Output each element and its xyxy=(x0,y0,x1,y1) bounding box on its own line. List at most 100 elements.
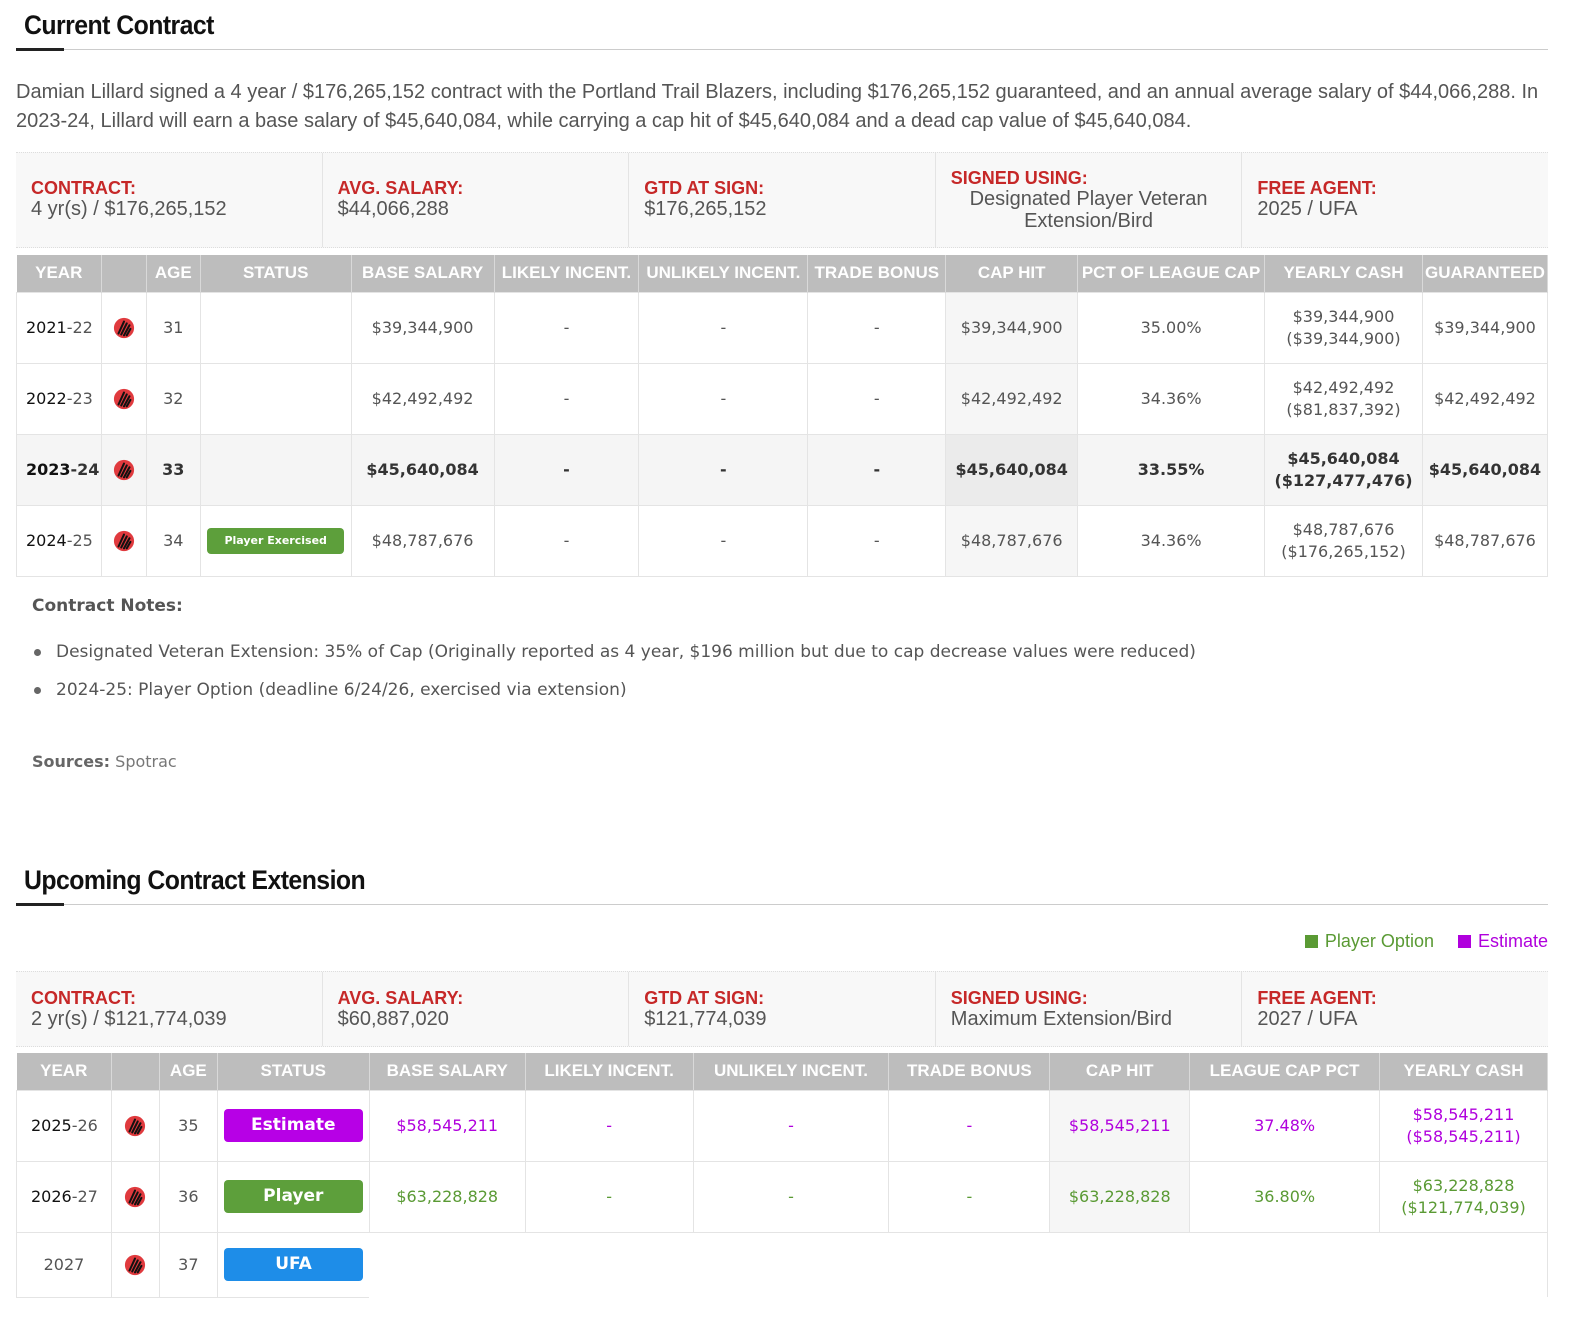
table-row-estimate: 2025-26 35 Estimate $58,545,211 - - - $5… xyxy=(16,1089,1548,1162)
summary-free-agent: FREE AGENT: 2027 / UFA xyxy=(1242,972,1548,1046)
col-header[interactable]: CAP HIT xyxy=(945,255,1079,292)
col-header[interactable]: YEARLY CASH xyxy=(1379,1053,1548,1090)
contract-description: Damian Lillard signed a 4 year / $176,26… xyxy=(16,81,1539,132)
section-title: Upcoming Contract Extension xyxy=(24,865,366,895)
trail-blazers-logo-icon[interactable] xyxy=(113,530,135,552)
yearly-cash-cell: $48,787,676 ($176,265,152) xyxy=(1264,504,1423,577)
col-header[interactable]: UNLIKELY INCENT. xyxy=(693,1053,890,1090)
team-logo-cell xyxy=(110,1231,160,1298)
legend-swatch-icon xyxy=(1457,935,1471,948)
cumulative-cash: ($58,545,211) xyxy=(1406,1126,1521,1146)
title-underline xyxy=(16,903,64,906)
summary-gtd: GTD AT SIGN: $121,774,039 xyxy=(629,972,936,1046)
col-header[interactable]: LEAGUE CAP PCT xyxy=(1189,1053,1381,1090)
col-header[interactable]: GUARANTEED xyxy=(1422,255,1549,292)
cap-hit-cell: $42,492,492 xyxy=(945,362,1079,435)
age-cell: 32 xyxy=(145,362,201,435)
pct-cap-cell: 34.36% xyxy=(1077,362,1266,435)
note-item: 2024-25: Player Option (deadline 6/24/26… xyxy=(32,680,1432,700)
col-header[interactable]: AGE xyxy=(146,255,201,292)
table-header-row: YEAR AGE STATUS BASE SALARY LIKELY INCEN… xyxy=(16,1053,1548,1090)
yearly-cash: $42,492,492 xyxy=(1292,377,1395,397)
yearly-cash-cell: $42,492,492 ($81,837,392) xyxy=(1264,362,1423,435)
age-cell: 34 xyxy=(145,504,201,577)
section-title: Current Contract xyxy=(24,10,214,40)
col-header[interactable]: STATUS xyxy=(200,255,352,292)
player-option-badge: Player xyxy=(223,1180,363,1213)
year-start: 2023 xyxy=(26,459,71,479)
age-cell: 36 xyxy=(158,1160,218,1233)
status-cell: UFA xyxy=(216,1231,370,1298)
notes-list: Designated Veteran Extension: 35% of Cap… xyxy=(32,642,1432,718)
legend-estimate: Estimate xyxy=(1457,931,1548,952)
yearly-cash: $48,787,676 xyxy=(1292,519,1395,539)
trail-blazers-logo-icon[interactable] xyxy=(124,1115,146,1137)
guaranteed-cell: $45,640,084 xyxy=(1421,433,1549,506)
year-end: -24 xyxy=(70,459,100,479)
empty-row-fill xyxy=(369,1232,1549,1298)
year-cell: 2027 xyxy=(16,1231,112,1298)
table-header-row: YEAR AGE STATUS BASE SALARY LIKELY INCEN… xyxy=(16,255,1549,292)
trail-blazers-logo-icon[interactable] xyxy=(113,317,135,339)
pct-cap-cell: 33.55% xyxy=(1077,433,1266,506)
table-row-player-option: 2026-27 36 Player $63,228,828 - - - $63,… xyxy=(16,1160,1548,1233)
base-salary-cell: $39,344,900 xyxy=(350,291,495,364)
col-header[interactable]: PCT OF LEAGUE CAP xyxy=(1077,255,1266,292)
table-row: 2024-25 34 Player Exercised $48,787,676 … xyxy=(16,504,1549,577)
trade-bonus-cell: - xyxy=(807,362,947,435)
yearly-cash-cell: $45,640,084 ($127,477,476) xyxy=(1264,433,1423,506)
age-cell: 33 xyxy=(145,433,201,506)
trail-blazers-logo-icon[interactable] xyxy=(124,1254,146,1276)
trail-blazers-logo-icon[interactable] xyxy=(124,1186,146,1208)
table-row-free-agent: 2027 37 UFA xyxy=(16,1231,1549,1298)
summary-label: FREE AGENT: xyxy=(1257,178,1377,198)
trade-bonus-cell: - xyxy=(807,504,947,577)
col-header[interactable]: TRADE BONUS xyxy=(807,255,947,292)
col-header[interactable]: BASE SALARY xyxy=(351,255,495,292)
age-cell: 37 xyxy=(158,1231,218,1298)
summary-label: FREE AGENT: xyxy=(1257,988,1377,1008)
summary-signed-using: SIGNED USING: Designated Player Veteran … xyxy=(936,153,1243,247)
cap-hit-cell: $63,228,828 xyxy=(1049,1160,1191,1233)
col-header[interactable]: LIKELY INCENT. xyxy=(525,1053,694,1090)
col-header[interactable]: YEAR xyxy=(16,1053,112,1090)
base-salary-cell: $63,228,828 xyxy=(368,1160,526,1233)
yearly-cash-cell: $63,228,828 ($121,774,039) xyxy=(1379,1160,1548,1233)
col-header[interactable]: STATUS xyxy=(217,1053,370,1090)
unlikely-incent-cell: - xyxy=(638,362,809,435)
col-header[interactable]: AGE xyxy=(159,1053,218,1090)
guaranteed-cell: $48,787,676 xyxy=(1421,504,1549,577)
team-logo-cell xyxy=(110,1160,160,1233)
col-header xyxy=(111,1053,160,1090)
summary-value: $60,887,020 xyxy=(337,1008,449,1030)
yearly-cash: $58,545,211 xyxy=(1412,1104,1515,1124)
cumulative-cash: ($176,265,152) xyxy=(1281,541,1406,561)
pct-cap-cell: 34.36% xyxy=(1077,504,1266,577)
legend-label: Player Option xyxy=(1324,931,1434,951)
contract-summary: CONTRACT: 4 yr(s) / $176,265,152 AVG. SA… xyxy=(16,152,1548,248)
trail-blazers-logo-icon[interactable] xyxy=(113,388,135,410)
summary-avg-salary: AVG. SALARY: $44,066,288 xyxy=(323,153,630,247)
trail-blazers-logo-icon[interactable] xyxy=(113,459,135,481)
summary-value: 2025 / UFA xyxy=(1257,198,1358,220)
trade-bonus-cell: - xyxy=(807,433,947,506)
summary-value: $121,774,039 xyxy=(644,1008,767,1030)
summary-avg-salary: AVG. SALARY: $60,887,020 xyxy=(323,972,630,1046)
sources-link[interactable]: Spotrac xyxy=(115,752,177,771)
col-header[interactable]: UNLIKELY INCENT. xyxy=(638,255,809,292)
summary-value: 2 yr(s) / $121,774,039 xyxy=(31,1008,227,1030)
summary-value: 2027 / UFA xyxy=(1257,1008,1358,1030)
legend-swatch-icon xyxy=(1304,935,1318,948)
col-header[interactable]: BASE SALARY xyxy=(369,1053,526,1090)
col-header[interactable]: CAP HIT xyxy=(1049,1053,1191,1090)
pct-cap-cell: 35.00% xyxy=(1077,291,1266,364)
unlikely-incent-cell: - xyxy=(638,433,809,506)
player-exercised-badge: Player Exercised xyxy=(207,527,345,554)
col-header[interactable]: YEARLY CASH xyxy=(1264,255,1423,292)
cap-hit-cell: $58,545,211 xyxy=(1049,1089,1191,1162)
likely-incent-cell: - xyxy=(493,433,640,506)
col-header[interactable]: LIKELY INCENT. xyxy=(494,255,640,292)
summary-value: 4 yr(s) / $176,265,152 xyxy=(31,198,227,220)
col-header[interactable]: YEAR xyxy=(16,255,102,292)
col-header[interactable]: TRADE BONUS xyxy=(888,1053,1051,1090)
